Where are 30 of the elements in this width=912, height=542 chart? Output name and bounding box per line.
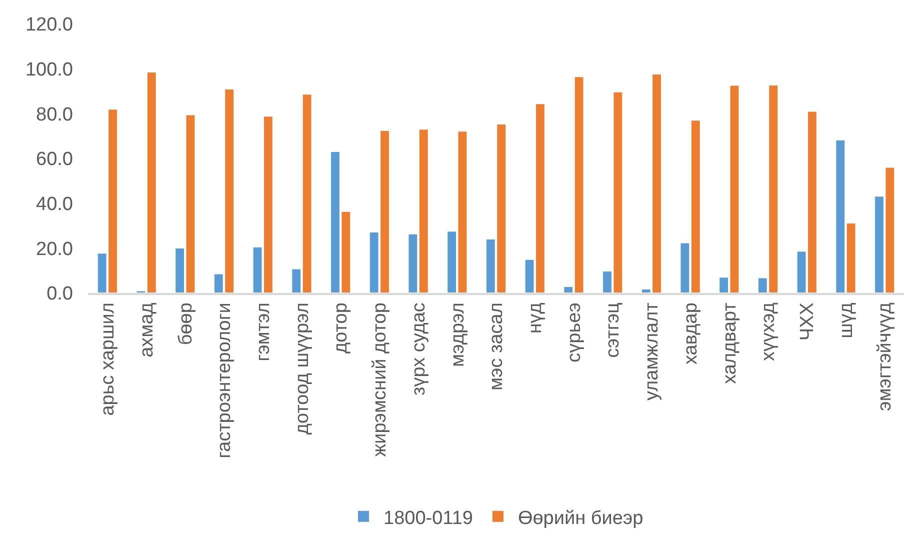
x-tick-label: сэтгэц <box>602 302 624 358</box>
y-tick-label: 20.0 <box>36 238 73 260</box>
x-tick-label: дотоод шүүрэл <box>292 302 313 435</box>
x-tick-label: хавдар <box>680 302 702 365</box>
x-tick-label: мэдрэл <box>447 302 468 367</box>
y-tick-label: 80.0 <box>36 104 73 126</box>
x-tick-label: сүрьеэ <box>564 302 585 362</box>
legend-label: 1800-0119 <box>384 508 473 529</box>
x-tick-label: уламжлалт <box>642 302 663 401</box>
x-tick-label: халдварт <box>719 302 740 384</box>
x-tick-label: шүд <box>836 302 857 338</box>
x-tick-label: дотор <box>330 302 352 354</box>
x-tick-label: ахмад <box>136 302 158 358</box>
legend-label: Өөрийн биеэр <box>518 508 644 529</box>
x-tick-label: эмэгтэйчүүд <box>874 302 896 411</box>
y-tick-label: 0.0 <box>46 284 73 305</box>
y-tick-label: 120.0 <box>25 14 73 36</box>
x-tick-label: зүрх судас <box>408 302 430 396</box>
x-tick-label: мэс засал <box>486 302 508 391</box>
x-tick-label: ЧХХ <box>797 302 818 341</box>
y-tick-label: 100.0 <box>25 59 73 80</box>
y-tick-label: 40.0 <box>36 194 73 215</box>
x-tick-label: гастроэнтерологи <box>214 302 236 458</box>
y-tick-label: 60.0 <box>36 149 73 170</box>
x-tick-label: нүд <box>525 302 546 334</box>
x-tick-label: арьс харшил <box>98 302 119 416</box>
x-tick-label: гэмтэл <box>253 302 274 362</box>
x-tick-label: хүүхэд <box>758 302 780 361</box>
x-tick-label: жирэмсний дотор <box>370 302 391 457</box>
x-tick-label: бөөр <box>175 302 196 346</box>
